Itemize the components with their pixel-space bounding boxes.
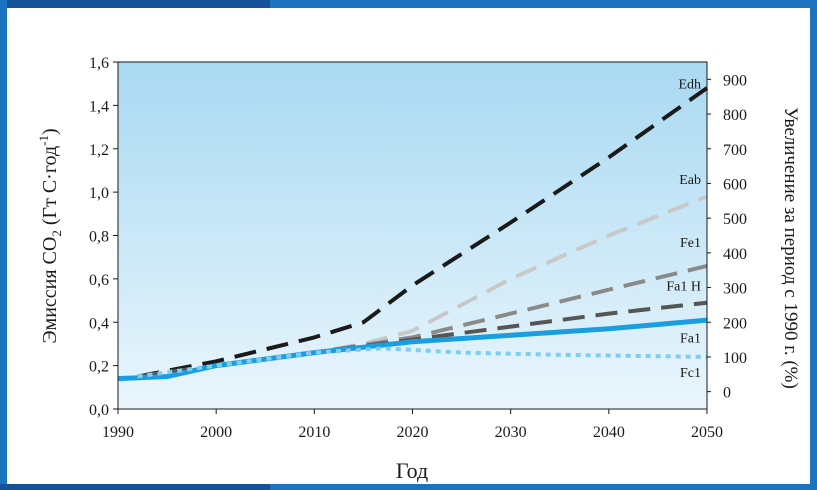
frame-left-bar — [0, 0, 7, 490]
frame-right-bar — [810, 0, 817, 490]
y-tick-label: 0,2 — [89, 359, 109, 376]
series-line-eab — [137, 194, 708, 379]
x-tick-label: 2040 — [593, 424, 625, 441]
y-tick-label: 0,0 — [89, 402, 109, 419]
y-tick-label: 1,4 — [89, 98, 109, 115]
right-tick-label: 400 — [723, 246, 747, 263]
right-tick-label: 500 — [723, 211, 747, 228]
y-left-title-close: ) — [39, 128, 61, 135]
series-label-fa1h: Fa1 H — [666, 279, 701, 294]
series-layer — [117, 86, 709, 382]
x-tick-label: 1990 — [102, 424, 134, 441]
right-tick-label: 900 — [723, 72, 747, 89]
series-label-edh: Edh — [678, 78, 701, 93]
y-left-title-main: Эмиссия CO — [39, 237, 61, 344]
right-tick-label: 100 — [723, 350, 747, 367]
right-tick-label: 800 — [723, 107, 747, 124]
series-line-edh — [137, 86, 709, 379]
series-label-fc1: Fc1 — [680, 366, 701, 381]
right-tick-label: 200 — [723, 315, 747, 332]
y-tick-label: 0,8 — [89, 229, 109, 246]
frame-bottom-bar — [0, 484, 817, 490]
x-tick-label: 2000 — [200, 424, 232, 441]
series-line-fc1 — [137, 346, 708, 379]
frame-bottom-accent — [0, 484, 270, 490]
y-left-title-units: (Гт С·год — [39, 146, 61, 230]
series-label-fa1: Fa1 — [680, 331, 701, 346]
right-tick-label: 0 — [723, 385, 731, 402]
y-tick-label: 0,4 — [89, 315, 109, 332]
y-tick-label: 1,2 — [89, 142, 109, 159]
y-tick-label: 1,0 — [89, 185, 109, 202]
y-axis-right-title: Увеличение за период с 1990 г. (%) — [780, 107, 801, 389]
series-line-fa1 — [117, 317, 708, 382]
x-tick-label: 2020 — [397, 424, 429, 441]
right-tick-label: 700 — [723, 142, 747, 159]
series-label-eab: Eab — [679, 173, 701, 188]
y-left-title-superscript: -1 — [36, 135, 51, 146]
y-tick-label: 0,6 — [89, 272, 109, 289]
series-labels-layer: Edh Eab Fe1 Fa1 H Fa1 Fc1 — [666, 78, 701, 381]
series-label-fe1: Fe1 — [680, 236, 701, 251]
x-tick-label: 2010 — [298, 424, 330, 441]
right-tick-label: 300 — [723, 281, 747, 298]
ticks-layer: 1990 2000 2010 2020 2030 2040 20500,00,20,40,6… — [89, 55, 747, 441]
right-tick-label: 600 — [723, 176, 747, 193]
frame-top-bar — [0, 0, 817, 8]
x-tick-label: 2030 — [495, 424, 527, 441]
x-axis-title: Год — [396, 458, 428, 483]
frame-top-accent — [0, 0, 270, 8]
x-tick-label: 2050 — [691, 424, 723, 441]
y-tick-label: 1,6 — [89, 55, 109, 72]
y-axis-left-title: Эмиссия CO2 (Гт С·год-1) — [36, 128, 64, 343]
y-left-title-subscript: 2 — [49, 230, 64, 237]
